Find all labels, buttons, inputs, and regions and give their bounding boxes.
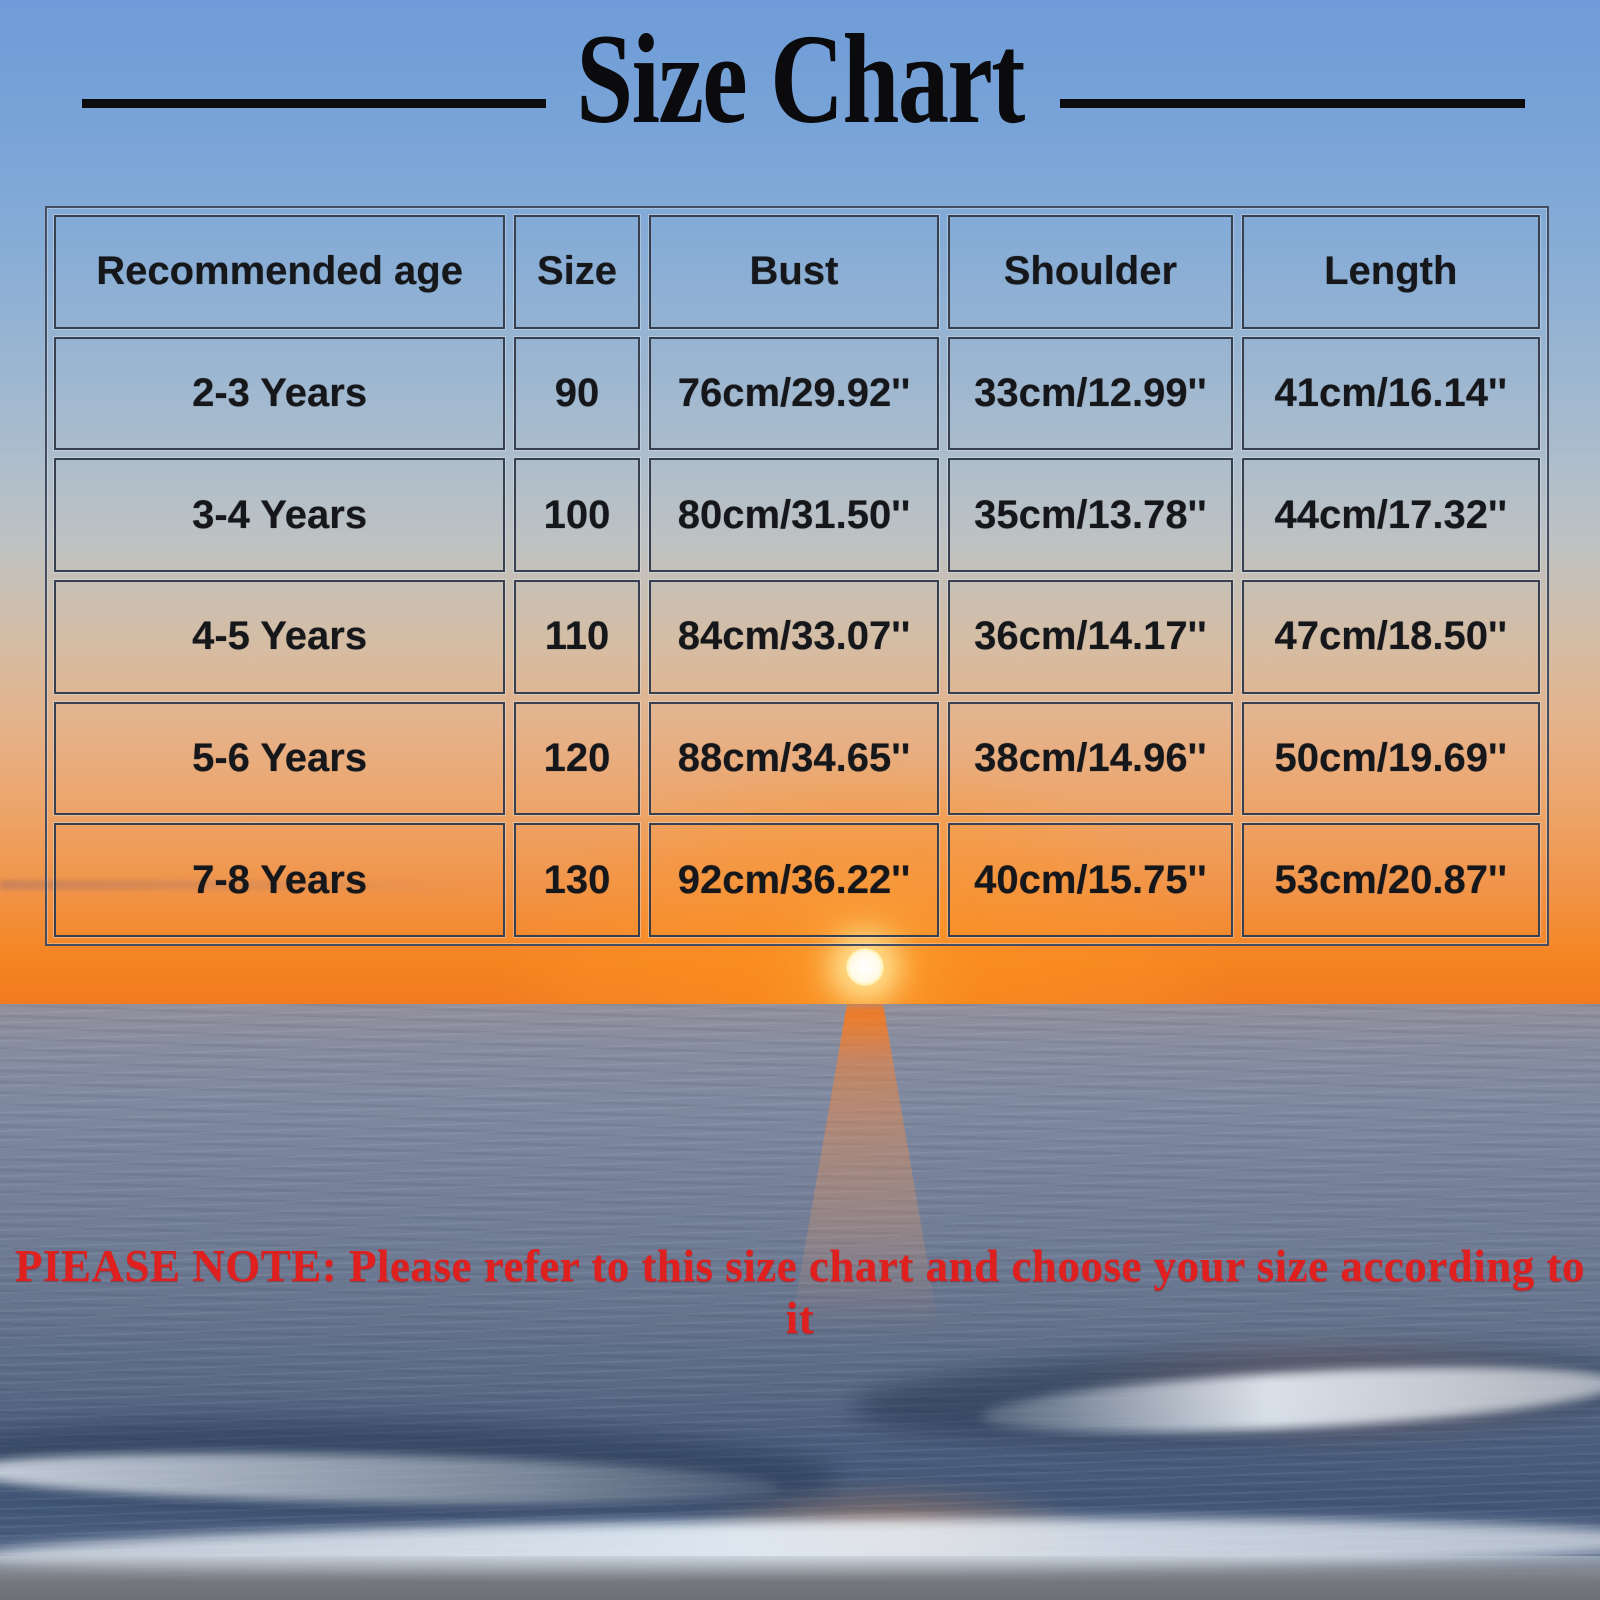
table-cell-shoulder: 40cm/15.75'' xyxy=(948,823,1233,937)
sun-glow xyxy=(365,604,1365,1004)
size-chart-table: Recommended age Size Bust Shoulder Lengt… xyxy=(45,206,1549,946)
table-cell-shoulder: 33cm/12.99'' xyxy=(948,336,1233,451)
table-cell-bust: 88cm/34.65'' xyxy=(648,701,940,816)
table-cell-length: 44cm/17.32'' xyxy=(1241,458,1540,572)
horizon-cloud-streak xyxy=(0,880,470,890)
size-note: PIEASE NOTE: Please refer to this size c… xyxy=(14,1241,1586,1343)
table-cell-size: 120 xyxy=(514,701,640,816)
table-cell-age: 3-4 Years xyxy=(54,458,506,572)
column-header-length: Length xyxy=(1241,215,1540,329)
table-cell-bust: 76cm/29.92'' xyxy=(648,336,940,451)
table-cell-length: 53cm/20.87'' xyxy=(1241,823,1540,937)
table-cell-age: 7-8 Years xyxy=(54,823,506,937)
title-rule-left xyxy=(82,99,546,108)
table-cell-age: 4-5 Years xyxy=(54,579,506,694)
column-header-bust: Bust xyxy=(648,215,940,329)
table-cell-bust: 92cm/36.22'' xyxy=(648,823,940,937)
page-title: Size Chart xyxy=(576,8,1025,150)
table-cell-size: 90 xyxy=(514,336,640,451)
table-cell-size: 130 xyxy=(514,823,640,937)
sun xyxy=(846,948,884,986)
table-cell-age: 5-6 Years xyxy=(54,701,506,816)
table-cell-size: 100 xyxy=(514,458,640,572)
table-cell-length: 47cm/18.50'' xyxy=(1241,579,1540,694)
column-header-size: Size xyxy=(514,215,640,329)
column-header-shoulder: Shoulder xyxy=(948,215,1233,329)
table-cell-shoulder: 35cm/13.78'' xyxy=(948,458,1233,572)
title-section: Size Chart xyxy=(0,0,1600,200)
table-cell-length: 41cm/16.14'' xyxy=(1241,336,1540,451)
table-cell-length: 50cm/19.69'' xyxy=(1241,701,1540,816)
table-cell-age: 2-3 Years xyxy=(54,336,506,451)
column-header-recommended-age: Recommended age xyxy=(54,215,506,329)
table-cell-bust: 84cm/33.07'' xyxy=(648,579,940,694)
table-cell-shoulder: 36cm/14.17'' xyxy=(948,579,1233,694)
table-cell-size: 110 xyxy=(514,579,640,694)
table-cell-bust: 80cm/31.50'' xyxy=(648,458,940,572)
table-cell-shoulder: 38cm/14.96'' xyxy=(948,701,1233,816)
title-rule-right xyxy=(1060,99,1525,108)
wet-sand xyxy=(0,1556,1600,1600)
